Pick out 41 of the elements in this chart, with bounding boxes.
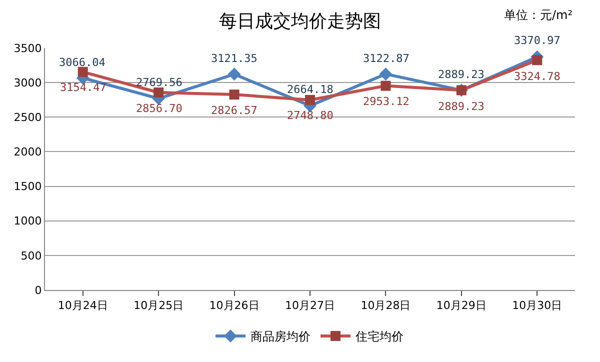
point (78, 66, 88, 77)
chart-title: 每日成交均价走势图 (219, 11, 381, 32)
y-tick-label: 0 (34, 284, 42, 297)
point (228, 68, 241, 81)
data-label: 2769.56 (136, 76, 182, 89)
y-tick-label: 1000 (14, 214, 42, 228)
x-tick-label: 10月27日 (285, 299, 335, 312)
y-tick-label: 3000 (14, 76, 42, 90)
x-tick-label: 10月29日 (436, 299, 486, 312)
data-label: 2856.70 (136, 102, 182, 115)
data-label: 3066.04 (59, 56, 106, 69)
x-tick-label: 10月25日 (134, 299, 184, 312)
data-label: 3370.97 (514, 34, 560, 47)
point (380, 80, 391, 91)
y-tick-label: 2000 (14, 146, 42, 159)
text: 单位：元/m² (504, 8, 573, 22)
y-tick-label: 2500 (14, 110, 42, 124)
point (229, 90, 240, 100)
x-tick-label: 10月30日 (512, 299, 562, 312)
y-tick-label: 3500 (14, 42, 42, 55)
point (154, 87, 164, 98)
y-tick-label: 500 (20, 249, 42, 262)
x-tick-label: 10月28日 (360, 299, 411, 312)
data-label: 3121.35 (211, 52, 258, 65)
data-label: 2664.18 (287, 83, 334, 96)
point (379, 68, 392, 81)
point (305, 94, 315, 105)
legend-label: 住宅均价 (354, 330, 404, 344)
data-label: 3154.47 (60, 81, 106, 94)
data-label: 2889.23 (438, 100, 484, 113)
data-label: 2826.57 (211, 104, 258, 117)
data-label: 3324.78 (514, 70, 560, 83)
y-tick-label: 1500 (14, 180, 42, 194)
legend-label: 商品房均价 (250, 330, 310, 344)
data-label: 2953.12 (363, 95, 410, 108)
x-tick-label: 10月24日 (58, 299, 108, 312)
data-label: 3122.87 (363, 52, 410, 65)
data-label: 2889.23 (438, 68, 484, 81)
point (532, 55, 542, 66)
data-label: 2748.80 (287, 109, 334, 122)
x-tick-label: 10月26日 (209, 299, 260, 312)
